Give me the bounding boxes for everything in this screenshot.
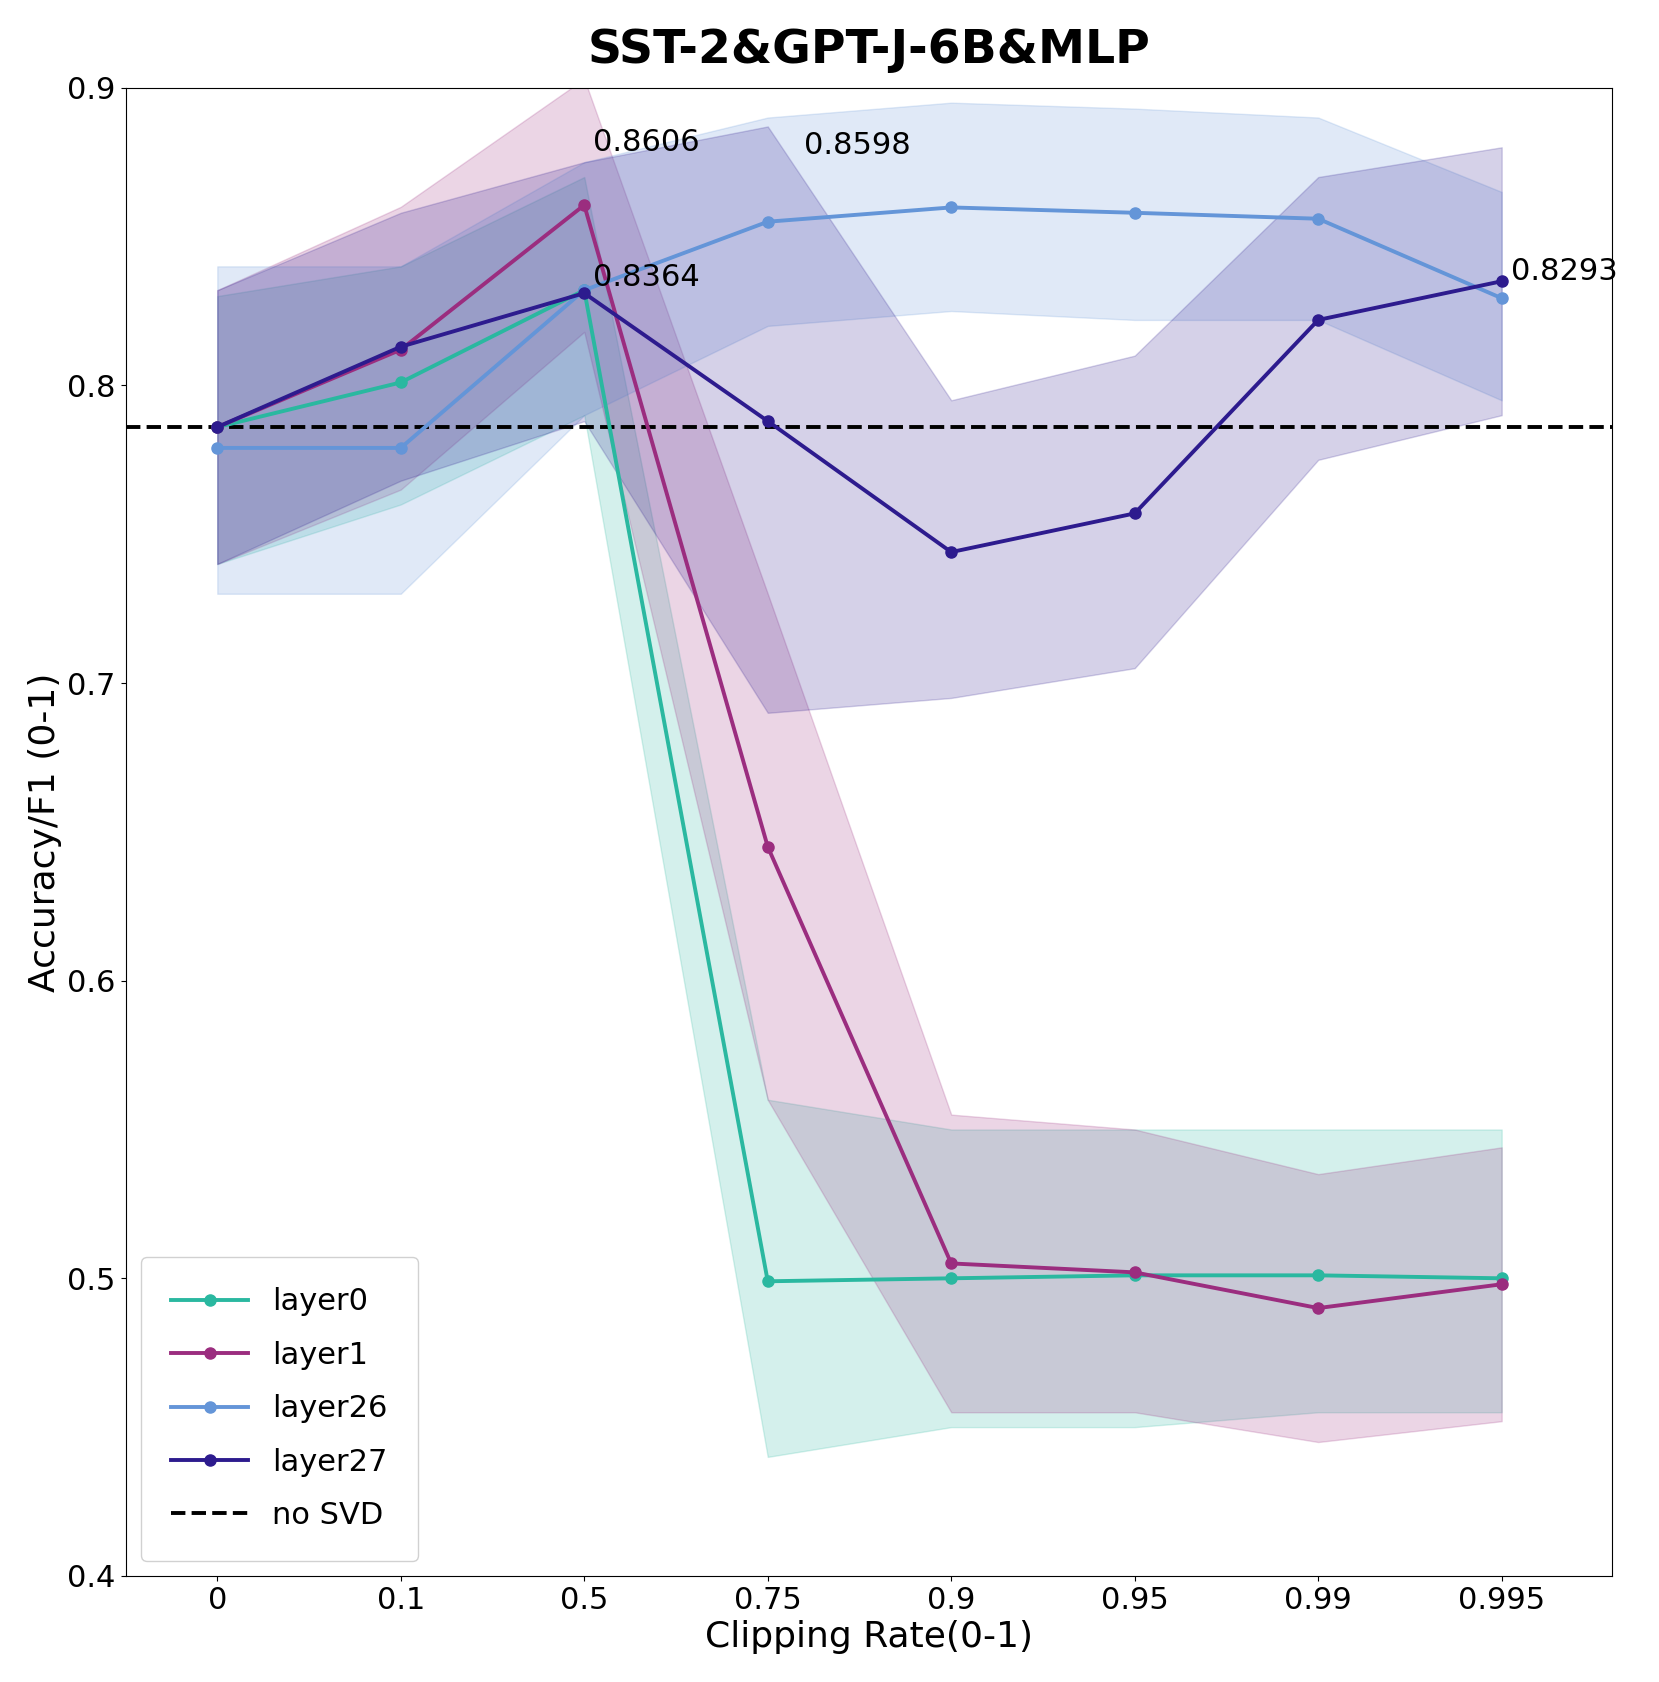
layer1 xyxy=(758,836,778,856)
layer26 xyxy=(392,437,411,458)
layer27 xyxy=(574,283,594,303)
layer26 xyxy=(1309,209,1329,229)
layer0 xyxy=(392,372,411,392)
layer1 xyxy=(574,195,594,215)
layer1 xyxy=(1491,1275,1511,1295)
layer26 xyxy=(941,197,961,217)
layer26 xyxy=(207,437,227,458)
layer1 xyxy=(1309,1299,1329,1319)
layer27 xyxy=(392,336,411,357)
layer26 xyxy=(758,212,778,232)
Line: layer1: layer1 xyxy=(212,200,1508,1314)
layer1 xyxy=(1125,1262,1145,1282)
Line: layer26: layer26 xyxy=(212,202,1508,454)
layer0 xyxy=(1309,1265,1329,1285)
layer27 xyxy=(207,417,227,437)
Text: 0.8293: 0.8293 xyxy=(1511,257,1618,286)
layer27 xyxy=(1125,503,1145,523)
layer0 xyxy=(207,417,227,437)
layer1 xyxy=(392,340,411,360)
Text: 0.8364: 0.8364 xyxy=(594,262,700,293)
Y-axis label: Accuracy/F1 (0-1): Accuracy/F1 (0-1) xyxy=(28,673,61,992)
layer27 xyxy=(758,410,778,431)
Legend: layer0, layer1, layer26, layer27, no SVD: layer0, layer1, layer26, layer27, no SVD xyxy=(141,1256,418,1561)
layer26 xyxy=(1125,204,1145,224)
layer1 xyxy=(207,417,227,437)
Text: 0.8598: 0.8598 xyxy=(805,131,911,160)
layer0 xyxy=(1125,1265,1145,1285)
X-axis label: Clipping Rate(0-1): Clipping Rate(0-1) xyxy=(705,1620,1032,1653)
no SVD xyxy=(207,417,227,437)
layer0 xyxy=(758,1272,778,1292)
Text: 0.8606: 0.8606 xyxy=(594,128,700,158)
layer1 xyxy=(941,1253,961,1273)
layer26 xyxy=(1491,288,1511,308)
layer27 xyxy=(1491,271,1511,291)
layer0 xyxy=(941,1268,961,1288)
Line: layer27: layer27 xyxy=(212,276,1508,558)
layer27 xyxy=(941,542,961,562)
layer26 xyxy=(574,281,594,301)
Title: SST-2&GPT-J-6B&MLP: SST-2&GPT-J-6B&MLP xyxy=(587,29,1150,72)
layer0 xyxy=(1491,1268,1511,1288)
layer0 xyxy=(574,281,594,301)
layer27 xyxy=(1309,309,1329,330)
no SVD xyxy=(392,417,411,437)
Line: layer0: layer0 xyxy=(212,284,1508,1287)
